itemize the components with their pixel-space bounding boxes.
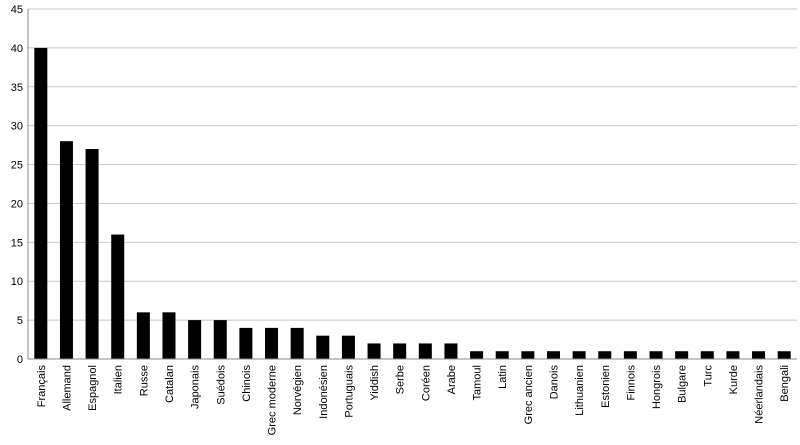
x-category-label: Français [36, 365, 48, 408]
bar-10 [290, 327, 304, 359]
bar-7 [213, 320, 227, 359]
bar-25 [675, 351, 689, 359]
gridlines [28, 8, 797, 360]
x-category-label: Russe [138, 365, 150, 396]
x-category-label: Kurde [728, 365, 740, 394]
x-category-label: Finnois [625, 365, 637, 401]
x-category-label: Grec moderne [267, 365, 279, 435]
x-category-label: Bulgare [677, 365, 689, 403]
y-tick-label: 25 [11, 160, 23, 172]
x-axis-category-labels: Français Allemand Espagnol Italien Russe Cata… [36, 365, 791, 436]
x-category-label: Danois [548, 365, 560, 400]
x-category-label: Tamoul [472, 365, 484, 400]
x-category-label: Coréen [420, 365, 432, 401]
bar-19 [521, 351, 535, 359]
y-tick-label: 45 [11, 4, 23, 16]
x-category-label: Suédois [215, 365, 227, 405]
y-tick-label: 10 [11, 276, 23, 288]
bar-2 [85, 149, 99, 359]
bar-18 [495, 351, 509, 359]
bar-27 [726, 351, 740, 359]
x-category-label: Hongrois [651, 365, 663, 410]
x-category-label: Latin [497, 365, 509, 389]
x-category-label: Estonien [600, 365, 612, 408]
y-tick-label: 0 [17, 354, 23, 366]
x-category-label: Bengali [779, 365, 791, 402]
bar-26 [700, 351, 714, 359]
bar-0 [34, 47, 48, 360]
bar-15 [418, 343, 432, 359]
bar-23 [623, 351, 637, 359]
bar-8 [239, 327, 253, 359]
bar-14 [393, 343, 407, 359]
y-tick-label: 5 [17, 315, 23, 327]
x-category-label: Japonais [190, 365, 202, 410]
bar-5 [162, 312, 176, 359]
x-category-label: Turc [702, 365, 714, 387]
bar-22 [598, 351, 612, 359]
y-tick-label: 35 [11, 82, 23, 94]
y-tick-label: 30 [11, 121, 23, 133]
x-category-label: Portuguais [343, 365, 355, 418]
bar-21 [572, 351, 586, 359]
x-category-label: Serbe [395, 365, 407, 394]
y-tick-label: 20 [11, 198, 23, 210]
x-category-label: Italien [113, 365, 125, 394]
x-category-label: Grec ancien [523, 365, 535, 424]
y-tick-label: 40 [11, 43, 23, 55]
x-category-label: Néerlandais [754, 365, 766, 424]
x-category-label: Indonésien [318, 365, 330, 419]
x-category-label: Arabe [446, 365, 458, 394]
bars [34, 47, 791, 360]
bar-11 [316, 335, 330, 359]
x-category-label: Lithuanien [574, 365, 586, 416]
bar-24 [649, 351, 663, 359]
bar-17 [470, 351, 484, 359]
x-category-label: Catalan [164, 365, 176, 403]
x-category-label: Chinois [241, 365, 253, 402]
bar-9 [265, 327, 279, 359]
x-category-label: Norvégien [292, 365, 304, 415]
bar-28 [752, 351, 766, 359]
bar-1 [59, 141, 73, 359]
bar-13 [367, 343, 381, 359]
bar-4 [136, 312, 150, 359]
x-category-label: Espagnol [87, 365, 99, 411]
bar-16 [444, 343, 458, 359]
bar-6 [188, 320, 202, 359]
x-category-label: Allemand [61, 365, 73, 411]
x-category-label: Yiddish [369, 365, 381, 401]
bar-20 [546, 351, 560, 359]
bar-3 [111, 234, 125, 359]
bar-12 [341, 335, 355, 359]
y-tick-label: 15 [11, 237, 23, 249]
bar-29 [777, 351, 791, 359]
y-axis-tick-labels: 0 5 10 15 20 25 30 35 40 45 [11, 4, 23, 366]
